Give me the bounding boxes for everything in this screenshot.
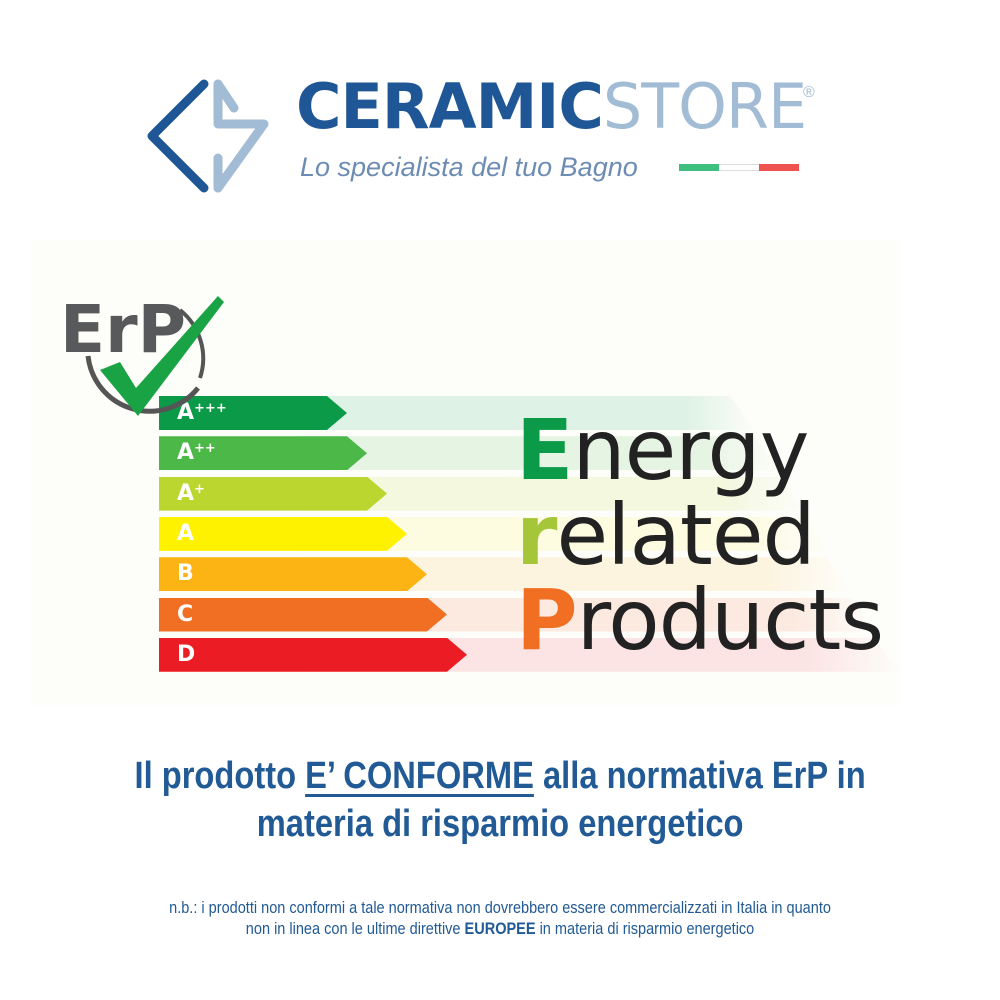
headline-line2: materia di risparmio energetico — [256, 803, 744, 845]
conformity-headline: Il prodotto E’ CONFORME alla normativa E… — [0, 752, 1000, 848]
disclaimer-note: n.b.: i prodotti non conformi a tale nor… — [0, 898, 1000, 940]
energy-class-label: A+ — [177, 480, 205, 506]
energy-class-label: D — [177, 641, 196, 667]
brand-secondary: STORE — [602, 70, 807, 143]
erp-word: Energy — [516, 401, 809, 499]
headline-text: alla normativa ErP in — [533, 755, 866, 797]
energy-class-bar: A — [159, 516, 407, 551]
energy-class-label: B — [177, 561, 194, 587]
note-text: non in linea con le ultime direttive — [245, 920, 465, 938]
energy-class-bar: A+ — [159, 476, 387, 511]
class-band — [300, 396, 755, 430]
erp-word: related — [516, 486, 816, 584]
energy-class-bar: B — [159, 557, 427, 592]
headline-text: Il prodotto — [134, 755, 306, 797]
energy-class-bar: A++ — [159, 436, 367, 471]
ceramicstore-logo-icon — [147, 79, 269, 193]
brand-name: CERAMICSTORE — [296, 76, 807, 138]
energy-class-label: A — [177, 520, 195, 546]
note-text: in materia di risparmio energetico — [535, 920, 755, 938]
note-line1: n.b.: i prodotti non conformi a tale nor… — [169, 899, 831, 917]
energy-class-bar: A+++ — [159, 396, 347, 430]
erp-word: Products — [516, 571, 884, 669]
energy-class-bar: D — [159, 637, 467, 672]
energy-class-label: A++ — [177, 440, 216, 466]
erp-badge-text: ErP — [60, 291, 186, 368]
checkmark-icon — [100, 296, 224, 416]
energy-class-label: C — [177, 601, 194, 627]
erp-badge: ErP — [60, 291, 224, 416]
energy-class-bar: C — [159, 597, 447, 632]
brand-primary: CERAMIC — [296, 70, 604, 143]
tagline: Lo specialista del tuo Bagno — [300, 152, 638, 182]
italian-flag-stripe — [679, 164, 799, 171]
class-band — [300, 436, 779, 471]
registered-mark: ® — [803, 84, 815, 101]
energy-class-label: A+++ — [177, 400, 227, 425]
headline-emphasis: E’ CONFORME — [305, 755, 534, 797]
note-bold: EUROPEE — [464, 920, 536, 938]
